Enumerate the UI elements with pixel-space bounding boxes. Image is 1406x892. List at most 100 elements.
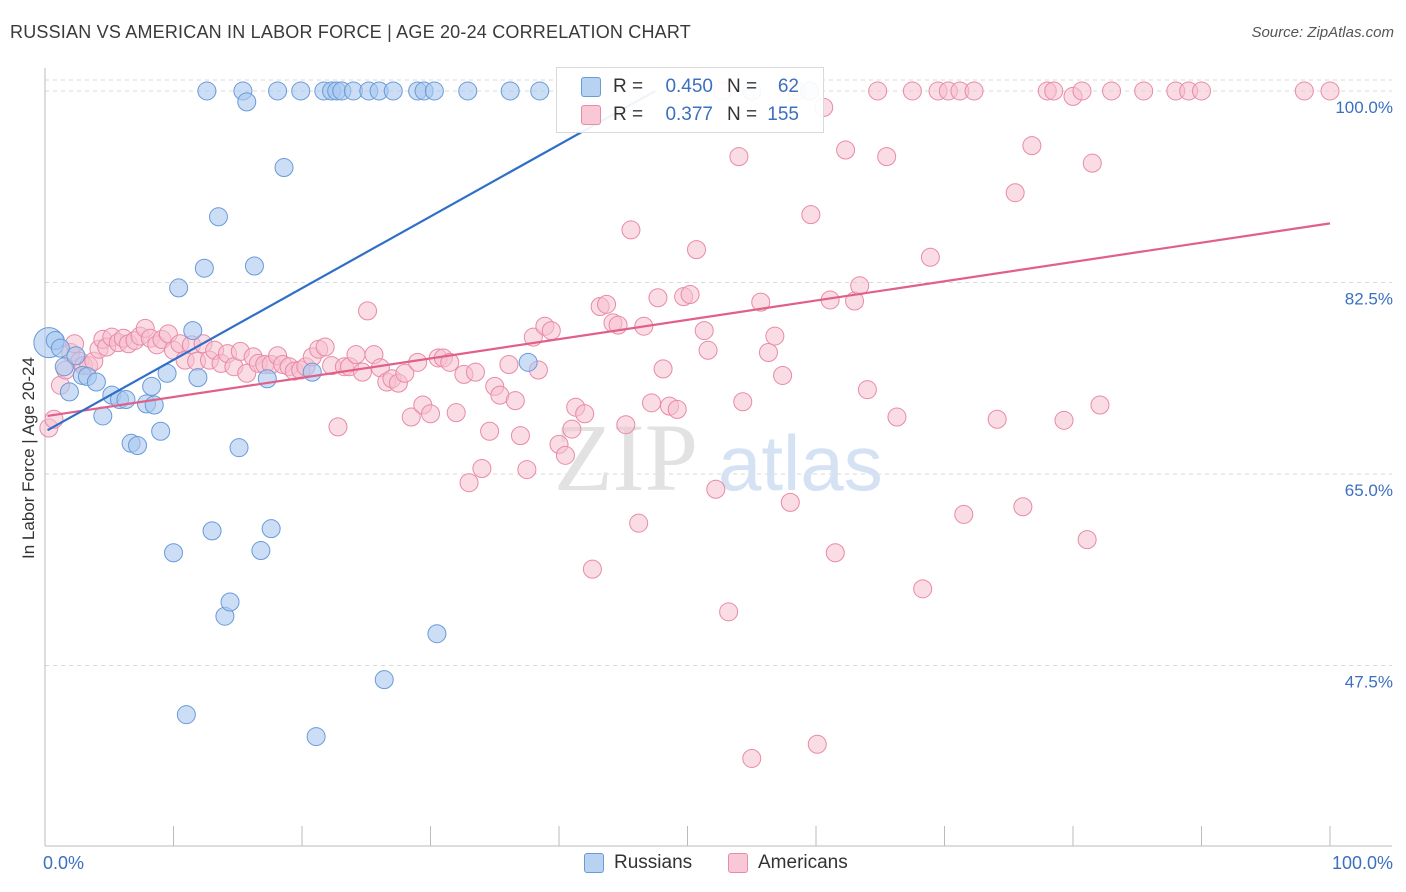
legend-americans-label: Americans (758, 852, 848, 873)
n-label: N = (727, 104, 758, 125)
russians-point (194, 258, 214, 278)
legend-russians-swatch (584, 853, 604, 873)
legend-russians-label: Russians (614, 852, 693, 873)
russians-point (427, 624, 447, 644)
americans-point (1102, 81, 1122, 101)
americans-point (1192, 81, 1211, 101)
axis-labels: 47.5% 65.0% 82.5% 100.0% 0.0% 100.0% In Labor … (19, 98, 1393, 873)
americans-point (902, 81, 922, 101)
russians-point (244, 256, 264, 276)
stats-row-americans: R = 0.377 N = 155 (557, 100, 823, 130)
russians-point (151, 421, 171, 441)
americans-point (801, 205, 821, 225)
americans-point (719, 602, 739, 622)
russians-point (229, 438, 249, 458)
y-tick-label: 82.5% (1345, 289, 1393, 308)
americans-point (773, 365, 793, 385)
americans-point (597, 294, 617, 314)
legend-item-americans[interactable]: Americans (728, 852, 848, 874)
watermark: ZIP atlas (554, 404, 883, 511)
americans-point (499, 355, 519, 375)
legend-americans-swatch (728, 853, 748, 873)
stats-row-russians: R = 0.450 N = 62 (557, 72, 823, 102)
americans-r-value: 0.377 (665, 104, 713, 125)
axes (44, 68, 1392, 847)
russians-point (274, 158, 294, 178)
russians-point (86, 372, 106, 392)
americans-point (1294, 81, 1314, 101)
x-tick-label-end: 100.0% (1332, 853, 1393, 873)
russians-point (458, 81, 478, 101)
y-tick-label: 65.0% (1345, 481, 1393, 500)
americans-point (1022, 136, 1042, 156)
americans-point (421, 404, 440, 424)
americans-point (621, 220, 641, 240)
americans-point (758, 342, 778, 362)
americans-point (877, 147, 897, 167)
russians-point (530, 81, 550, 101)
americans-point (686, 240, 706, 260)
americans-point (446, 403, 466, 423)
y-tick-label: 47.5% (1345, 672, 1393, 691)
n-label: N = (727, 76, 758, 97)
russians-point (261, 519, 281, 539)
americans-point (1082, 153, 1102, 173)
russians-point (176, 705, 196, 725)
americans-point (465, 362, 485, 382)
russians-point (66, 346, 86, 366)
stats-legend: R = 0.450 N = 62 R = 0.377 N = 155 (556, 67, 824, 133)
americans-point (694, 321, 714, 341)
americans-point (1005, 183, 1025, 203)
russians-point (424, 81, 444, 101)
trend-lines (47, 89, 1331, 432)
russians-point (374, 670, 394, 690)
x-tick-label-start: 0.0% (43, 853, 84, 873)
legend-item-russians[interactable]: Russians (584, 852, 692, 874)
russians-point (302, 362, 322, 382)
russians-trend-line (47, 89, 656, 432)
americans-point (751, 292, 771, 312)
americans-point (857, 380, 877, 400)
americans-point (729, 147, 749, 167)
americans-point (517, 460, 537, 480)
americans-point (480, 421, 500, 441)
americans-point (1054, 410, 1074, 430)
r-label: R = (613, 76, 644, 97)
russians-point (128, 435, 148, 455)
americans-point (964, 81, 984, 101)
russians-point (268, 81, 288, 101)
americans-n-value: 155 (767, 104, 799, 125)
russians-point (169, 278, 189, 298)
americans-point (582, 559, 602, 579)
americans-point (472, 458, 492, 478)
bottom-legend: Russians Americans (0, 852, 1406, 878)
americans-point (1013, 497, 1033, 517)
americans-point (510, 426, 530, 446)
russians-swatch (581, 77, 601, 97)
americans-point (459, 473, 479, 493)
americans-point (328, 417, 348, 437)
americans-point (358, 301, 378, 321)
americans-point (575, 404, 595, 424)
source-credit: Source: ZipAtlas.com (1251, 24, 1394, 41)
americans-point (887, 407, 907, 427)
r-label: R = (613, 104, 644, 125)
russians-point (54, 357, 74, 377)
americans-point (653, 359, 673, 379)
americans-point (401, 407, 421, 427)
russians-n-value: 62 (777, 76, 799, 97)
russians-point (237, 92, 257, 112)
americans-point (836, 140, 856, 160)
russians-point (183, 321, 203, 341)
russians-point (291, 81, 311, 101)
americans-point (346, 345, 366, 365)
americans-point (680, 284, 700, 304)
russians-point (197, 81, 217, 101)
americans-point (825, 543, 845, 563)
series-russians (33, 81, 820, 747)
americans-point (648, 288, 668, 308)
russians-point (251, 541, 271, 561)
americans-point (395, 363, 415, 383)
americans-point (913, 579, 933, 599)
russians-point (257, 369, 277, 389)
